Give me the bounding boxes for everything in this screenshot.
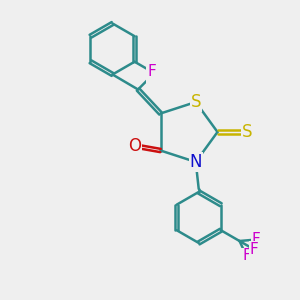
- Text: S: S: [242, 123, 253, 141]
- Text: F: F: [242, 248, 251, 263]
- Text: F: F: [147, 64, 156, 79]
- Text: N: N: [190, 153, 202, 171]
- Text: H: H: [146, 69, 157, 83]
- Text: F: F: [249, 242, 258, 257]
- Text: S: S: [190, 93, 201, 111]
- Text: F: F: [252, 232, 260, 247]
- Text: O: O: [128, 137, 142, 155]
